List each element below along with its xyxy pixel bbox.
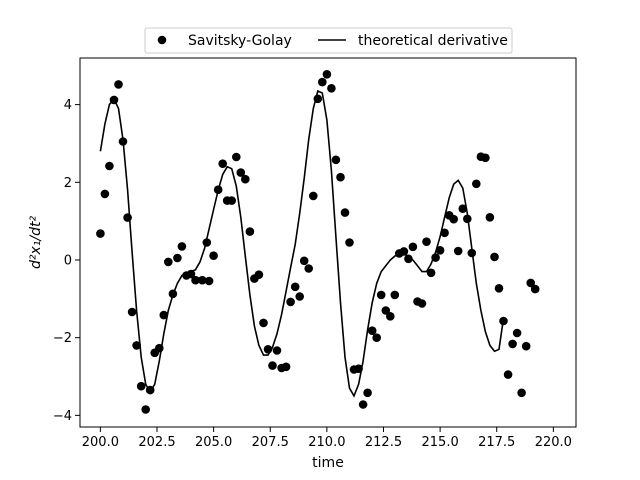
data-point-savitsky-golay [159, 310, 169, 320]
data-point-savitsky-golay [127, 307, 137, 317]
data-point-savitsky-golay [141, 405, 150, 414]
y-tick-label: 4 [64, 98, 72, 113]
data-point-savitsky-golay [417, 299, 427, 308]
data-point-savitsky-golay [191, 275, 200, 285]
data-point-savitsky-golay [517, 388, 526, 398]
y-tick-label: 0 [64, 253, 72, 268]
legend-marker-savitsky-golay [157, 35, 167, 45]
data-point-savitsky-golay [268, 361, 277, 370]
x-tick-label: 212.5 [365, 435, 402, 450]
data-point-savitsky-golay [426, 268, 436, 278]
series-line-theoretical-derivative [99, 89, 505, 398]
data-point-savitsky-golay [105, 161, 114, 171]
data-point-savitsky-golay [449, 214, 459, 224]
data-point-savitsky-golay [408, 242, 418, 252]
data-point-savitsky-golay [358, 400, 368, 409]
data-point-savitsky-golay [254, 270, 264, 280]
data-point-savitsky-golay [198, 275, 207, 285]
data-point-savitsky-golay [327, 84, 336, 93]
data-point-savitsky-golay [259, 318, 268, 328]
data-point-savitsky-golay [345, 238, 354, 247]
plot-frame [79, 57, 577, 428]
data-point-savitsky-golay [390, 290, 400, 300]
x-axis-label: time [312, 455, 344, 471]
data-point-savitsky-golay [494, 284, 504, 293]
data-point-savitsky-golay [530, 284, 540, 294]
data-point-savitsky-golay [204, 276, 214, 286]
data-point-savitsky-golay [132, 341, 141, 350]
data-point-savitsky-golay [177, 242, 187, 251]
data-point-savitsky-golay [512, 328, 522, 338]
legend: Savitsky-Golay theoretical derivative [144, 27, 513, 54]
data-point-savitsky-golay [286, 297, 295, 307]
y-tick-label: 2 [64, 176, 72, 191]
data-point-savitsky-golay [386, 312, 395, 321]
y-axis-label: d²x₁/dt² [28, 216, 44, 269]
data-point-savitsky-golay [458, 204, 468, 213]
data-point-savitsky-golay [245, 227, 255, 236]
data-point-savitsky-golay [336, 172, 345, 182]
data-point-savitsky-golay [218, 159, 227, 168]
data-point-savitsky-golay [290, 282, 300, 292]
data-point-savitsky-golay [299, 256, 309, 266]
data-point-savitsky-golay [422, 237, 431, 246]
data-point-savitsky-golay [164, 257, 173, 267]
data-point-savitsky-golay [295, 292, 305, 301]
x-tick-label: 217.5 [478, 435, 515, 450]
legend-label-theoretical-derivative: theoretical derivative [358, 33, 508, 49]
y-tick-label: −2 [53, 331, 72, 346]
data-point-savitsky-golay [272, 346, 282, 355]
data-point-savitsky-golay [322, 70, 332, 79]
data-point-savitsky-golay [236, 168, 246, 177]
data-point-savitsky-golay [521, 341, 531, 351]
data-point-savitsky-golay [136, 381, 146, 391]
legend-label-savitsky-golay: Savitsky-Golay [188, 33, 292, 49]
data-point-savitsky-golay [404, 254, 413, 264]
data-point-savitsky-golay [363, 388, 372, 398]
data-point-savitsky-golay [304, 264, 314, 273]
y-tick-label: −4 [53, 409, 72, 424]
data-point-savitsky-golay [526, 278, 535, 288]
data-point-savitsky-golay [485, 213, 495, 222]
x-tick-label: 200.0 [82, 435, 119, 450]
data-point-savitsky-golay [503, 370, 513, 379]
x-tick-label: 207.5 [252, 435, 289, 450]
data-point-savitsky-golay [173, 253, 182, 263]
data-point-savitsky-golay [376, 290, 386, 300]
plot-area: 200.0 202.5 205.0 207.5 210.0 212.5 215.0 217.5… [53, 57, 577, 450]
data-point-savitsky-golay [241, 174, 250, 184]
data-point-savitsky-golay [114, 80, 123, 89]
data-point-savitsky-golay [367, 326, 377, 336]
data-point-savitsky-golay [100, 189, 110, 199]
data-point-savitsky-golay [232, 152, 241, 162]
data-point-savitsky-golay [96, 229, 105, 238]
data-point-savitsky-golay [281, 362, 291, 372]
data-point-savitsky-golay [318, 77, 327, 87]
data-point-savitsky-golay [490, 252, 499, 262]
y-axis-label-text: d²x₁/dt² [28, 216, 44, 269]
x-tick-label: 220.0 [535, 435, 572, 450]
data-point-savitsky-golay [435, 246, 445, 255]
x-tick-label: 210.0 [308, 435, 345, 450]
x-tick-label: 205.0 [195, 435, 232, 450]
data-point-savitsky-golay [340, 208, 350, 217]
data-point-savitsky-golay [209, 251, 218, 260]
data-point-savitsky-golay [508, 339, 517, 349]
data-point-savitsky-golay [453, 246, 463, 256]
data-point-savitsky-golay [481, 153, 490, 163]
x-tick-label: 215.0 [422, 435, 459, 450]
data-point-savitsky-golay [440, 228, 449, 238]
x-tick-label: 202.5 [138, 435, 175, 450]
data-point-savitsky-golay [472, 179, 481, 189]
data-point-savitsky-golay [227, 196, 236, 205]
data-point-savitsky-golay [331, 155, 341, 165]
data-point-savitsky-golay [372, 333, 382, 343]
data-point-savitsky-golay [381, 306, 391, 315]
data-point-savitsky-golay [309, 191, 318, 201]
